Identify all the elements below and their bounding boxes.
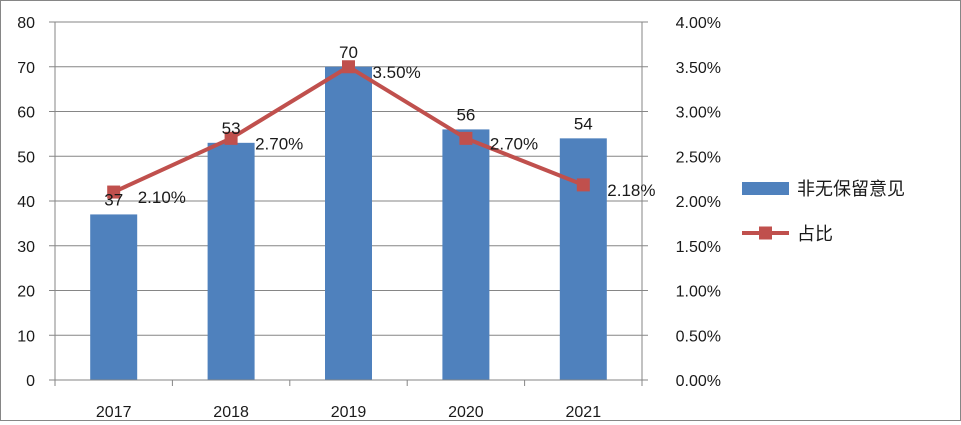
left-tick-label: 80 bbox=[17, 15, 35, 32]
line-value-label: 2.70% bbox=[490, 134, 538, 153]
right-tick-label: 0.50% bbox=[676, 328, 721, 345]
legend-bar-label: 非无保留意见 bbox=[797, 179, 905, 200]
bar-value-label: 54 bbox=[574, 114, 593, 133]
line-value-label: 3.50% bbox=[373, 63, 421, 82]
left-tick-label: 50 bbox=[17, 149, 35, 166]
x-tick-label: 2020 bbox=[448, 404, 484, 420]
bar-value-label: 37 bbox=[104, 190, 123, 209]
bar bbox=[207, 142, 255, 380]
line-marker bbox=[224, 131, 238, 145]
right-tick-label: 3.00% bbox=[676, 105, 721, 122]
right-tick-label: 1.00% bbox=[676, 284, 721, 301]
x-tick-label: 2017 bbox=[96, 404, 132, 420]
right-tick-label: 4.00% bbox=[676, 15, 721, 32]
x-tick-label: 2018 bbox=[213, 404, 249, 420]
bar-value-label: 70 bbox=[339, 43, 358, 62]
right-tick-label: 1.50% bbox=[676, 239, 721, 256]
bar-value-label: 56 bbox=[456, 105, 475, 124]
right-tick-label: 3.50% bbox=[676, 60, 721, 77]
bar-series bbox=[90, 66, 607, 380]
left-tick-label: 60 bbox=[17, 105, 35, 122]
line-marker bbox=[459, 131, 473, 145]
bar bbox=[325, 66, 372, 380]
left-tick-label: 70 bbox=[17, 60, 35, 77]
bar bbox=[90, 214, 138, 380]
left-tick-label: 20 bbox=[17, 284, 35, 301]
bar bbox=[442, 129, 490, 380]
line-value-label: 2.10% bbox=[138, 188, 186, 207]
bar-value-label: 53 bbox=[222, 119, 241, 138]
legend-line-marker bbox=[759, 226, 772, 240]
line-value-label: 2.18% bbox=[607, 181, 655, 200]
left-tick-label: 40 bbox=[17, 194, 35, 211]
legend-line-label: 占比 bbox=[797, 224, 833, 245]
line-series bbox=[107, 60, 590, 199]
line-marker bbox=[576, 178, 590, 192]
right-tick-label: 2.50% bbox=[676, 149, 721, 166]
x-tick-label: 2019 bbox=[331, 404, 367, 420]
data-labels: 37 53 70 56 54 2.10% 2.70% 3.50% 2.70% 2.18% bbox=[104, 43, 655, 210]
bar bbox=[559, 138, 607, 380]
legend-bar-swatch bbox=[742, 182, 789, 195]
line-marker bbox=[342, 60, 355, 74]
left-tick-label: 30 bbox=[17, 239, 35, 256]
axes: 0 0.00% 10 0.50% 20 1.00% 30 1.50% 40 2.00% 50 2.50… bbox=[17, 15, 721, 421]
x-tick-label: 2021 bbox=[566, 404, 602, 420]
left-tick-label: 0 bbox=[26, 373, 35, 390]
left-tick-label: 10 bbox=[17, 328, 35, 345]
line-marker bbox=[107, 185, 121, 199]
right-tick-label: 2.00% bbox=[676, 194, 721, 211]
right-tick-label: 0.00% bbox=[676, 373, 721, 390]
line-value-label: 2.70% bbox=[255, 134, 303, 153]
